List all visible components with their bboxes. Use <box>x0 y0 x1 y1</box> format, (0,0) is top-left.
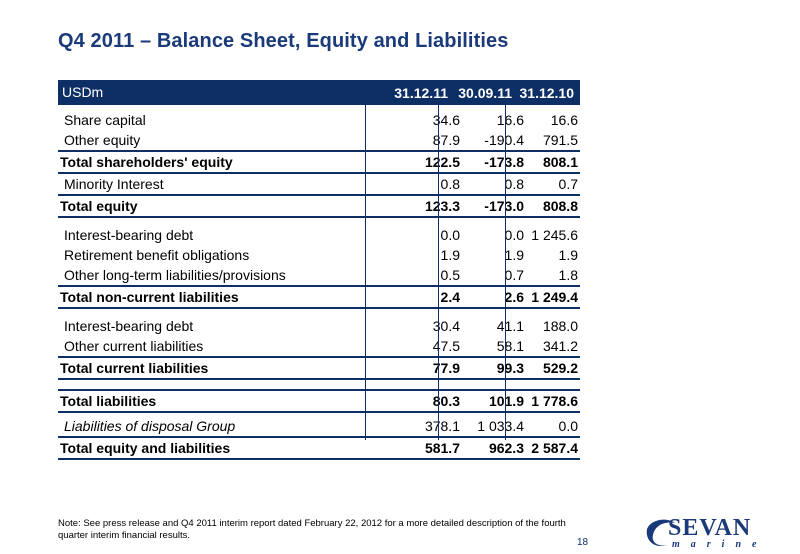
logo-wordmark: SEVAN <box>668 515 752 541</box>
column-divider <box>438 105 439 440</box>
table-row-total: Total current liabilities 77.9 99.3 529.… <box>58 356 580 380</box>
table-header: USDm 31.12.11 30.09.11 31.12.10 <box>58 80 580 105</box>
balance-sheet-table: USDm 31.12.11 30.09.11 31.12.10 Share ca… <box>58 80 580 460</box>
footnote: Note: See press release and Q4 2011 inte… <box>58 518 566 541</box>
table-row: Other equity 87.9 -190.4 791.5 <box>64 132 578 148</box>
logo-subtext: marine <box>672 539 768 550</box>
table-row-total: Total equity 123.3 -173.0 808.8 <box>58 194 580 218</box>
table-row: Minority Interest 0.8 0.8 0.7 <box>64 176 578 192</box>
table-row-total: Total shareholders' equity 122.5 -173.8 … <box>58 150 580 174</box>
page-title: Q4 2011 – Balance Sheet, Equity and Liab… <box>58 30 509 52</box>
table-row: Share capital 34.6 16.6 16.6 <box>64 112 578 128</box>
table-row: Other long-term liabilities/provisions 0… <box>64 267 578 283</box>
table-row: Retirement benefit obligations 1.9 1.9 1… <box>64 247 578 263</box>
table-row: Liabilities of disposal Group 378.1 1 03… <box>64 418 578 434</box>
column-header-30-09-11: 30.09.11 <box>458 85 512 101</box>
table-row-total: Total liabilities 80.3 101.9 1 778.6 <box>58 389 580 413</box>
column-header-31-12-10: 31.12.10 <box>519 85 575 101</box>
unit-label: USDm <box>62 84 104 100</box>
table-row-total: Total non-current liabilities 2.4 2.6 1 … <box>58 285 580 309</box>
table-row: Other current liabilities 47.5 58.1 341.… <box>64 338 578 354</box>
column-divider <box>365 105 366 440</box>
page-number: 18 <box>577 537 589 548</box>
table-row: Interest-bearing debt 0.0 0.0 1 245.6 <box>64 227 578 243</box>
sevan-logo-swoosh <box>646 519 675 547</box>
column-header-31-12-11: 31.12.11 <box>394 85 448 101</box>
table-row-total: Total equity and liabilities 581.7 962.3… <box>58 436 580 460</box>
table-row: Interest-bearing debt 30.4 41.1 188.0 <box>64 318 578 334</box>
column-divider <box>505 105 506 440</box>
